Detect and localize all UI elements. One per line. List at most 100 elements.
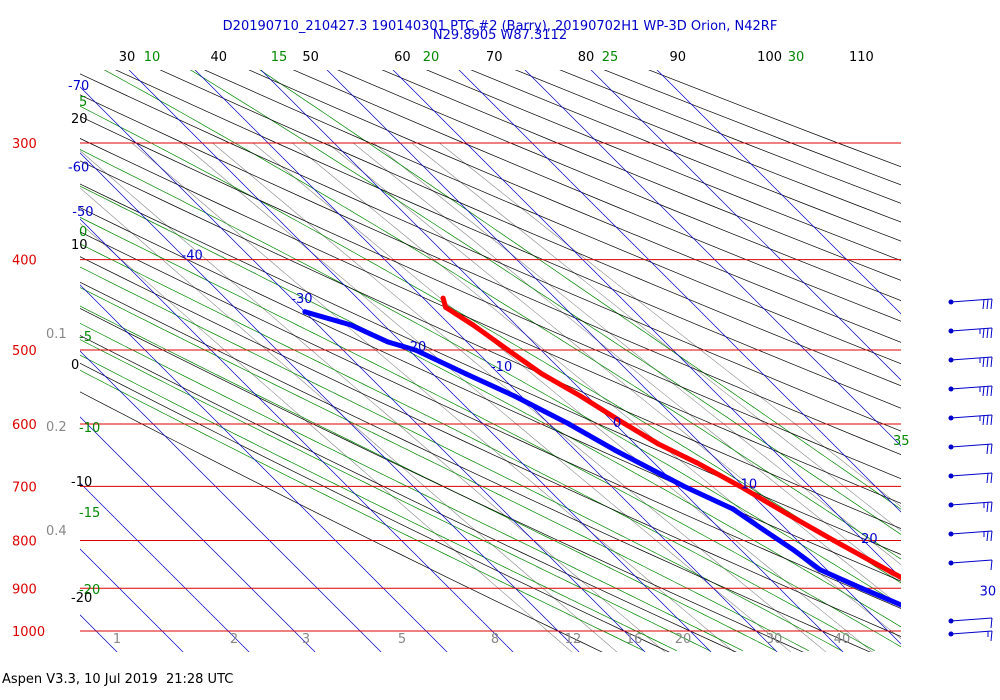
moist-adiabat-line [80,369,644,652]
wind-barb-staff [950,385,993,390]
wind-barb-flag [990,443,993,455]
moist-adiabat-line [80,354,677,652]
dewpoint-point [938,618,943,623]
wind-barb-flag [986,328,989,339]
pressure-tick-label: 400 [12,254,37,269]
dry-adiabat-line [80,281,871,652]
temperature-point [919,586,924,591]
moist-adiabat-line [80,322,743,652]
moist-adiabat-line [80,305,776,652]
temperature-point [440,295,446,301]
dry-adiabat-line [80,256,901,637]
isotherm-line [0,69,3,670]
temperature-point [577,393,583,399]
isotherm-label: -30 [291,292,312,307]
left-dry-adiabat-label: 20 [71,112,88,127]
wind-barb-flag [990,501,993,513]
isotherm-line [80,416,316,652]
top-theta-e-label: 25 [602,50,619,65]
dewpoint-point [348,322,354,328]
dry-adiabat-line [80,73,901,432]
wind-barb-flag [986,473,989,484]
temperature-point [655,441,661,447]
wind-barb-flag [990,327,993,339]
wind-barb-flag [990,617,993,629]
wind-barb-flag [990,298,993,310]
left-dry-adiabat-label: 10 [71,238,88,253]
isotherm-line [392,70,901,579]
top-temperature-label: 30 [119,50,136,65]
moist-adiabat-line [80,149,901,606]
dewpoint-point [911,608,916,613]
top-temperature-label: 60 [394,50,411,65]
temperature-point [694,460,699,466]
temperature-point [954,608,959,613]
dry-adiabat-line [80,138,901,504]
dry-adiabat-line [80,94,901,456]
wind-barb-staff [950,630,993,635]
isotherm-line [458,70,901,513]
moist-adiabat-line [80,105,901,584]
dry-adiabat-line [80,160,901,529]
dewpoint-point [413,347,419,353]
pressure-tick-label: 600 [12,418,37,433]
dewpoint-point [566,421,572,427]
moist-adiabat-line [80,339,710,652]
dry-adiabat-line [80,391,603,652]
left-dry-adiabat-label: -20 [71,591,92,606]
wind-barb-staff [950,327,993,332]
dry-adiabat-line [337,70,901,301]
dry-adiabat-line [80,362,670,652]
dry-adiabat-line [80,183,901,555]
pressure-tick-label: 800 [12,535,37,550]
pressure-tick-label: 300 [12,137,37,152]
isotherm-label: -60 [68,161,89,176]
isotherm-line [80,152,580,652]
bottom-mixing-ratio-label: 3 [302,632,310,647]
left-mixing-ratio-label: 0.4 [46,524,67,539]
isotherm-line [524,70,901,447]
wind-barb-flag [986,386,989,397]
pressure-tick-label: 1000 [12,625,45,640]
wind-barb-staff [950,617,993,622]
temperature-point [737,483,743,489]
pressure-tick-label: 900 [12,582,37,597]
wind-barb-flag [990,559,993,571]
dewpoint-point [791,548,797,554]
dry-adiabat-line [292,70,901,322]
wind-barb-staff [950,414,993,419]
top-temperature-label: 90 [670,50,687,65]
wind-barb-flag [990,414,993,426]
isotherm-label: -10 [491,360,512,375]
top-temperature-label: 80 [578,50,595,65]
top-theta-e-label: 15 [271,50,288,65]
isotherm-line [80,86,646,652]
top-theta-e-label: 30 [788,50,805,65]
temperature-point [875,562,881,568]
isotherm-line [326,70,901,645]
moist-adiabat-line [80,216,901,648]
isotherm-line [0,69,69,670]
pressure-tick-label: 700 [12,480,37,495]
isotherm-line [194,70,778,652]
wind-barb-flag [990,630,993,642]
left-dry-adiabat-label: 0 [71,358,79,373]
left-theta-e-label: -10 [79,421,100,436]
moist-adiabat-line [80,266,842,652]
bottom-mixing-ratio-label: 20 [675,632,692,647]
top-theta-e-label: 20 [423,50,440,65]
chart-title: D20190710_210427.3 190140301 PTC #2 (Bar… [222,19,778,34]
left-mixing-ratio-label: 0.1 [46,327,67,342]
isotherm-line [80,614,118,652]
pressure-tick-label: 500 [12,344,37,359]
isotherm-line [590,70,901,381]
dewpoint-point [612,447,618,453]
dry-adiabat-line [80,335,737,652]
dewpoint-point [817,567,823,573]
bottom-mixing-ratio-label: 30 [766,632,783,647]
temperature-point [505,347,511,353]
left-theta-e-label: 0 [79,225,87,240]
left-mixing-ratio-label: 0.2 [46,420,67,435]
isotherm-line [656,70,901,315]
